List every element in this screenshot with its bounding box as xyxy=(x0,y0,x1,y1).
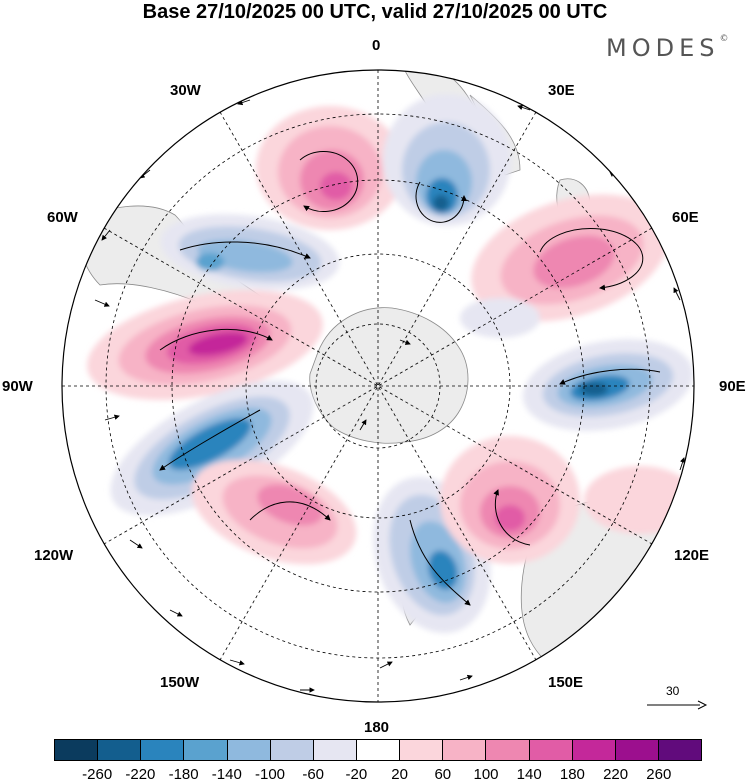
colorbar-segment xyxy=(269,740,313,760)
label-0: 0 xyxy=(372,37,381,54)
map-border xyxy=(61,69,695,703)
brand-name: MODES xyxy=(606,34,720,62)
colorbar-tick-label: -100 xyxy=(254,766,286,783)
colorbar-tick-label: -220 xyxy=(125,766,156,783)
colorbar-tick-label: -20 xyxy=(345,766,368,783)
colorbar-tick-label: 180 xyxy=(559,766,585,783)
colorbar xyxy=(54,739,702,761)
colorbar-segment xyxy=(657,740,702,760)
label-180: 180 xyxy=(364,719,390,736)
colorbar-tick-label: 140 xyxy=(516,766,542,783)
colorbar-segment xyxy=(55,740,98,760)
colorbar-tick-label: 60 xyxy=(434,766,452,783)
colorbar-tick-label: -60 xyxy=(302,766,325,783)
page-title: Base 27/10/2025 00 UTC, valid 27/10/2025… xyxy=(142,1,608,23)
label-150e: 150E xyxy=(548,674,584,691)
wind-vectors xyxy=(159,151,661,606)
colorbar-segment xyxy=(614,740,658,760)
label-120e: 120E xyxy=(674,547,710,564)
antarctica-land xyxy=(309,307,469,444)
graticule xyxy=(62,70,694,702)
label-90e: 90E xyxy=(719,378,746,395)
colorbar-segment xyxy=(355,740,400,760)
colorbar-segment xyxy=(312,740,356,760)
colorbar-tick-label: -140 xyxy=(211,766,242,783)
reference-vector-arrow xyxy=(647,700,708,710)
colorbar-tick-label: 260 xyxy=(646,766,672,783)
colorbar-tick-label: 20 xyxy=(391,766,408,783)
brand-logo: MODES© xyxy=(606,34,728,62)
colorbar-segment xyxy=(97,740,141,760)
label-150w: 150W xyxy=(160,674,200,691)
colorbar-tick-label: 220 xyxy=(603,766,629,783)
reference-vector-label: 30 xyxy=(666,684,680,698)
label-30e: 30E xyxy=(548,82,575,99)
colorbar-segment xyxy=(528,740,572,760)
colorbar-segment xyxy=(183,740,227,760)
label-60e: 60E xyxy=(672,209,699,226)
label-120w: 120W xyxy=(34,547,74,564)
colorbar-segment xyxy=(140,740,184,760)
colorbar-segment xyxy=(226,740,270,760)
wind-arrow-grid xyxy=(94,99,686,693)
anomaly-shading xyxy=(87,94,694,634)
colorbar-segment xyxy=(571,740,615,760)
label-60w: 60W xyxy=(47,209,78,226)
label-30w: 30W xyxy=(170,82,201,99)
colorbar-segment xyxy=(442,740,486,760)
colorbar-tick-label: 100 xyxy=(473,766,499,783)
colorbar-segment xyxy=(485,740,529,760)
label-90w: 90W xyxy=(2,378,33,395)
brand-mark: © xyxy=(719,34,729,44)
colorbar-tick-label: -180 xyxy=(168,766,199,783)
colorbar-tick-label: -260 xyxy=(82,766,113,783)
colorbar-segment xyxy=(399,740,443,760)
